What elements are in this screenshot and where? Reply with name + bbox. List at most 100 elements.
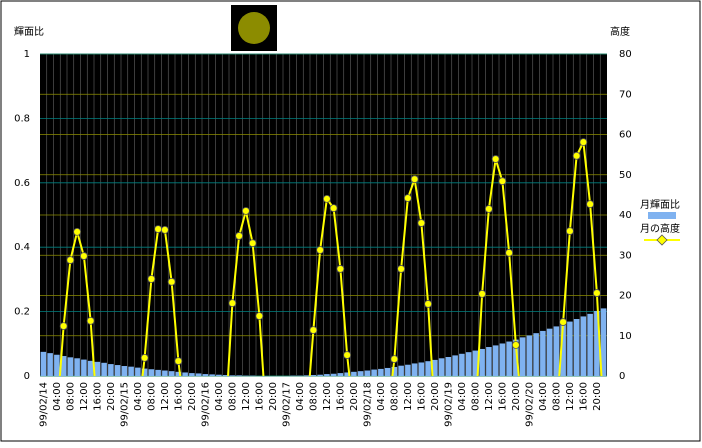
x-tick-label: 04:00 bbox=[214, 382, 225, 411]
line-marker bbox=[593, 290, 600, 297]
bar bbox=[479, 349, 485, 376]
bar bbox=[324, 374, 330, 376]
bar bbox=[196, 373, 202, 376]
line-marker bbox=[148, 275, 155, 282]
y-tick-label: 0.8 bbox=[14, 113, 30, 124]
bar bbox=[527, 335, 533, 376]
bar bbox=[304, 375, 310, 376]
x-tick-label: 12:00 bbox=[160, 382, 171, 411]
y2-tick-label: 0 bbox=[619, 371, 625, 382]
x-tick-label: 08:00 bbox=[308, 382, 319, 411]
bar bbox=[378, 369, 384, 376]
bar bbox=[540, 331, 546, 376]
x-tick-label: 16:00 bbox=[416, 382, 427, 411]
bar bbox=[358, 371, 364, 376]
line-marker bbox=[337, 265, 344, 272]
x-tick-label: 16:00 bbox=[335, 382, 346, 411]
x-tick-label: 99/02/20 bbox=[524, 382, 535, 427]
bar bbox=[425, 361, 431, 376]
line-marker bbox=[87, 317, 94, 324]
x-tick-label: 20:00 bbox=[106, 382, 117, 411]
x-tick-label: 08:00 bbox=[389, 382, 400, 411]
bar bbox=[452, 355, 458, 376]
bar bbox=[189, 373, 195, 376]
bar bbox=[81, 360, 87, 376]
line-marker bbox=[492, 156, 499, 163]
line-marker bbox=[323, 195, 330, 202]
bar bbox=[311, 375, 317, 376]
x-tick-label: 99/02/15 bbox=[119, 382, 130, 427]
line-marker bbox=[344, 352, 351, 359]
bar bbox=[365, 371, 371, 376]
x-tick-label: 16:00 bbox=[497, 382, 508, 411]
bar bbox=[581, 316, 587, 376]
line-marker bbox=[80, 253, 87, 260]
bar bbox=[135, 368, 141, 376]
bar bbox=[439, 358, 445, 376]
x-tick-label: 16:00 bbox=[578, 382, 589, 411]
bar bbox=[41, 352, 47, 376]
bar bbox=[506, 342, 512, 376]
x-tick-label: 20:00 bbox=[511, 382, 522, 411]
bar bbox=[338, 373, 344, 376]
bar bbox=[331, 374, 337, 376]
line-marker bbox=[175, 358, 182, 365]
bar bbox=[446, 357, 452, 376]
bar bbox=[351, 372, 357, 376]
y2-tick-label: 40 bbox=[619, 210, 632, 221]
y2-tick-label: 30 bbox=[619, 250, 632, 261]
x-tick-label: 16:00 bbox=[173, 382, 184, 411]
x-tick-label: 12:00 bbox=[484, 382, 495, 411]
bar bbox=[182, 372, 188, 376]
line-marker bbox=[479, 290, 486, 297]
line-marker bbox=[506, 249, 513, 256]
bar bbox=[466, 352, 472, 376]
bar bbox=[203, 374, 209, 376]
bar bbox=[95, 362, 101, 376]
x-tick-label: 08:00 bbox=[65, 382, 76, 411]
x-tick-label: 20:00 bbox=[187, 382, 198, 411]
bar bbox=[574, 319, 580, 376]
x-tick-label: 04:00 bbox=[133, 382, 144, 411]
line-marker bbox=[580, 139, 587, 146]
x-tick-label: 04:00 bbox=[538, 382, 549, 411]
line-marker bbox=[391, 356, 398, 363]
line-marker bbox=[249, 240, 256, 247]
line-marker bbox=[141, 354, 148, 361]
y-tick-label: 0.6 bbox=[14, 178, 30, 189]
line-marker bbox=[317, 247, 324, 254]
moon-disc bbox=[238, 12, 270, 44]
line-marker bbox=[566, 228, 573, 235]
bar bbox=[122, 366, 128, 376]
x-tick-label: 99/02/14 bbox=[38, 382, 49, 427]
line-marker bbox=[499, 178, 506, 185]
x-tick-label: 20:00 bbox=[430, 382, 441, 411]
x-tick-label: 12:00 bbox=[322, 382, 333, 411]
x-tick-label: 99/02/18 bbox=[362, 382, 373, 427]
bar bbox=[74, 358, 80, 376]
x-tick-label: 16:00 bbox=[254, 382, 265, 411]
bar bbox=[155, 370, 161, 376]
x-tick-label: 12:00 bbox=[565, 382, 576, 411]
x-tick-label: 12:00 bbox=[241, 382, 252, 411]
line-marker bbox=[418, 220, 425, 227]
bar bbox=[385, 368, 391, 376]
x-tick-label: 20:00 bbox=[268, 382, 279, 411]
bar bbox=[405, 365, 411, 376]
y2-tick-label: 80 bbox=[619, 49, 632, 60]
x-tick-label: 08:00 bbox=[146, 382, 157, 411]
line-marker bbox=[60, 323, 67, 330]
y2-tick-label: 20 bbox=[619, 291, 632, 302]
bar bbox=[486, 347, 492, 376]
bar bbox=[317, 375, 323, 376]
y-axis-title: 輝面比 bbox=[14, 26, 44, 38]
x-tick-label: 99/02/17 bbox=[281, 382, 292, 427]
x-tick-label: 04:00 bbox=[295, 382, 306, 411]
line-marker bbox=[256, 313, 263, 320]
bar bbox=[236, 375, 242, 376]
line-marker bbox=[587, 201, 594, 208]
bar bbox=[47, 353, 53, 376]
line-marker bbox=[425, 300, 432, 307]
bar bbox=[68, 357, 74, 376]
